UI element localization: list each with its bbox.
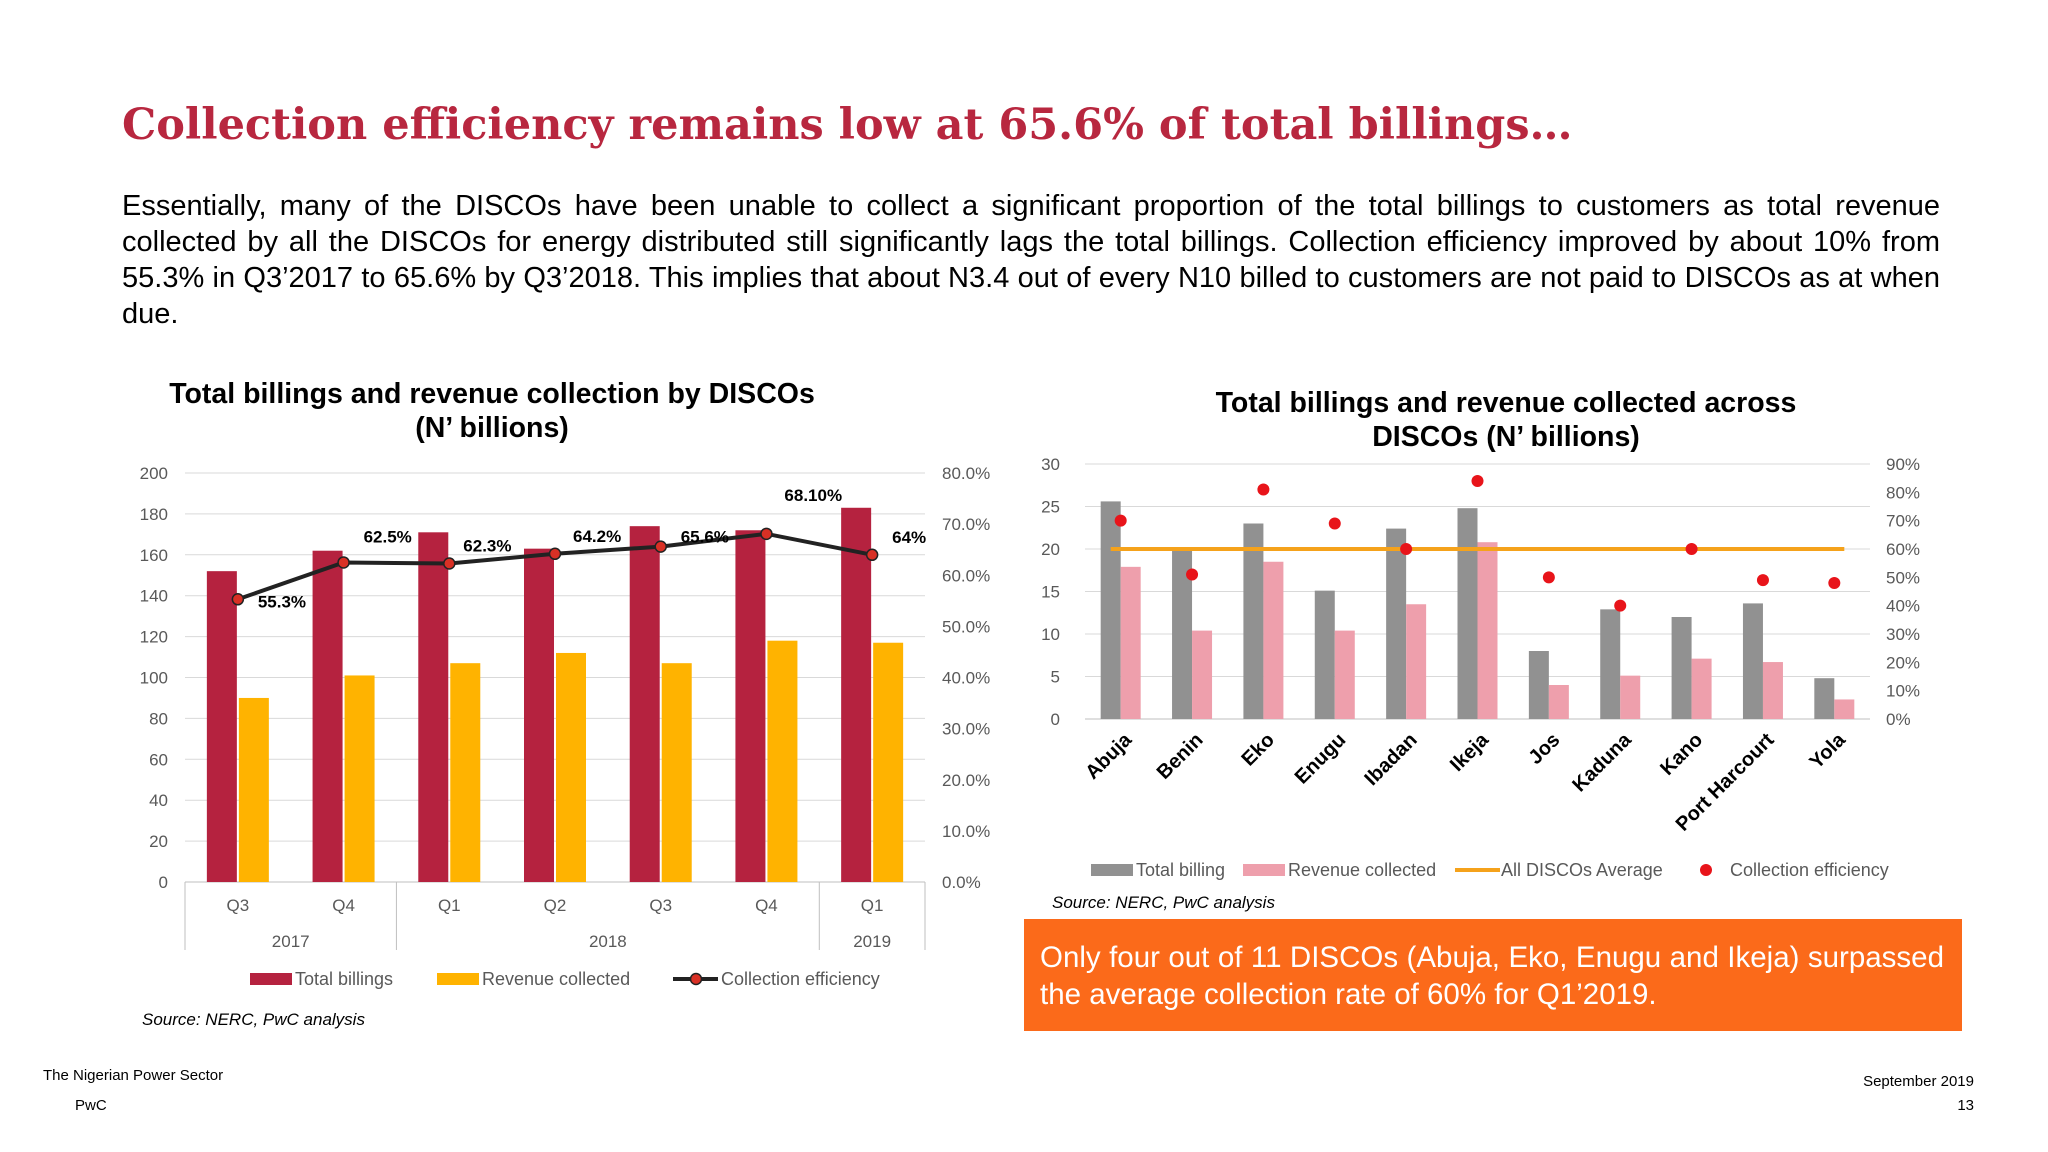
y2-tick-label: 30% <box>1886 625 1920 644</box>
collection-efficiency-dot <box>1685 543 1698 555</box>
right-chart-title-line1: Total billings and revenue collected acr… <box>1215 387 1797 419</box>
bar-revenue-collected <box>1406 604 1427 719</box>
right-chart-source: Source: NERC, PwC analysis <box>1052 893 1275 912</box>
footer-report-name: The Nigerian Power Sector <box>43 1067 224 1084</box>
bar-total-billing <box>1671 617 1692 719</box>
bar-total-billing <box>1457 508 1478 719</box>
y2-tick-label: 90% <box>1886 455 1920 474</box>
y-tick-label: 25 <box>1041 498 1060 517</box>
y2-tick-label: 80.0% <box>942 464 990 483</box>
x-tick-label: Enugu <box>1291 729 1351 789</box>
bar-revenue-collected <box>1691 658 1712 719</box>
intro-paragraph: Essentially, many of the DISCOs have bee… <box>122 190 1940 330</box>
y2-tick-label: 50.0% <box>942 617 990 636</box>
x-tick-label: Ikeja <box>1446 728 1494 776</box>
y2-tick-label: 70.0% <box>942 515 990 534</box>
y-tick-label: 0 <box>1051 710 1060 729</box>
left-chart-title-line1: Total billings and revenue collection by… <box>169 378 815 410</box>
x-tick-label: Port Harcourt <box>1672 729 1779 836</box>
collection-efficiency-dot <box>1257 483 1270 496</box>
left-chart-title: Total billings and revenue collection by… <box>42 377 942 445</box>
y2-tick-label: 0.0% <box>942 873 981 892</box>
y2-tick-label: 80% <box>1886 483 1920 502</box>
bar-revenue-collected <box>1762 662 1783 719</box>
bar-total-billing <box>1600 609 1621 719</box>
callout-box: Only four out of 11 DISCOs (Abuja, Eko, … <box>1024 919 1962 1031</box>
bar-total-billing <box>1742 603 1763 719</box>
y-tick-label: 15 <box>1041 583 1060 602</box>
y2-tick-label: 0% <box>1886 710 1911 729</box>
bar-revenue-collected <box>1548 685 1569 719</box>
legend-label-collection-efficiency: Collection efficiency <box>1730 860 1889 880</box>
y2-tick-label: 50% <box>1886 568 1920 587</box>
bar-revenue-collected <box>1834 699 1855 719</box>
bar-revenue-collected <box>1120 566 1141 719</box>
y2-tick-label: 20.0% <box>942 771 990 790</box>
x-tick-label: Abuja <box>1081 728 1136 783</box>
x-tick-label: Benin <box>1153 729 1208 784</box>
bar-total-billing <box>1100 501 1121 719</box>
bar-total-billing <box>1528 651 1549 719</box>
bar-total-billing <box>1172 549 1193 719</box>
bar-total-billing <box>1314 590 1335 719</box>
y2-tick-label: 70% <box>1886 512 1920 531</box>
footer-page-number: 13 <box>1957 1097 1974 1114</box>
collection-efficiency-dot <box>1114 514 1127 527</box>
y-tick-label: 30 <box>1041 455 1060 474</box>
collection-efficiency-dot <box>1542 571 1555 584</box>
bar-revenue-collected <box>1192 630 1213 719</box>
legend-swatch-revenue-collected <box>1243 864 1285 876</box>
y2-tick-label: 60% <box>1886 540 1920 559</box>
bar-total-billing <box>1386 528 1407 719</box>
collection-efficiency-dot <box>1328 517 1341 530</box>
x-tick-label: Kano <box>1656 729 1707 780</box>
x-tick-label: Kaduna <box>1568 728 1636 796</box>
bar-revenue-collected <box>1263 561 1284 719</box>
right-chart-title-line2: DISCOs (N’ billions) <box>1372 421 1640 453</box>
x-tick-label: Jos <box>1524 729 1564 769</box>
footer-company: PwC <box>75 1097 107 1114</box>
y2-tick-label: 60.0% <box>942 566 990 585</box>
x-tick-label: Ibadan <box>1361 729 1422 790</box>
left-chart-panel: Total billings and revenue collection by… <box>117 362 939 1034</box>
x-tick-label: Eko <box>1237 729 1278 770</box>
right-chart-title: Total billings and revenue collected acr… <box>1100 386 1912 454</box>
x-tick-label: Yola <box>1805 728 1850 773</box>
bar-revenue-collected <box>1334 630 1355 719</box>
left-chart-title-line2: (N’ billions) <box>415 412 569 444</box>
y-tick-label: 20 <box>1041 540 1060 559</box>
legend-marker-collection-efficiency <box>1700 864 1712 876</box>
bar-revenue-collected <box>1620 675 1641 719</box>
collection-efficiency-dot <box>1756 574 1769 587</box>
y-tick-label: 5 <box>1051 668 1060 687</box>
collection-efficiency-dot <box>1186 568 1199 581</box>
bar-total-billing <box>1243 523 1264 719</box>
y2-tick-label: 40.0% <box>942 669 990 688</box>
collection-efficiency-dot <box>1400 543 1413 555</box>
legend-label-total-billing: Total billing <box>1136 860 1225 880</box>
y2-tick-label: 30.0% <box>942 720 990 739</box>
left-chart-source: Source: NERC, PwC analysis <box>142 1010 365 1029</box>
collection-efficiency-dot <box>1471 475 1484 487</box>
bar-total-billing <box>1814 678 1835 719</box>
bar-revenue-collected <box>1477 542 1498 719</box>
y-tick-label: 10 <box>1041 625 1060 644</box>
legend-swatch-total-billing <box>1091 864 1133 876</box>
y2-tick-label: 10% <box>1886 682 1920 701</box>
collection-efficiency-dot <box>1614 599 1627 612</box>
y2-tick-label: 10.0% <box>942 822 990 841</box>
y2-tick-label: 20% <box>1886 653 1920 672</box>
page-title: Collection efficiency remains low at 65.… <box>122 100 1573 150</box>
legend-label-revenue-collected: Revenue collected <box>1288 860 1436 880</box>
footer-date: September 2019 <box>1863 1073 1974 1090</box>
collection-efficiency-dot <box>1828 577 1841 589</box>
legend-label-average: All DISCOs Average <box>1501 860 1663 880</box>
y2-tick-label: 40% <box>1886 597 1920 616</box>
